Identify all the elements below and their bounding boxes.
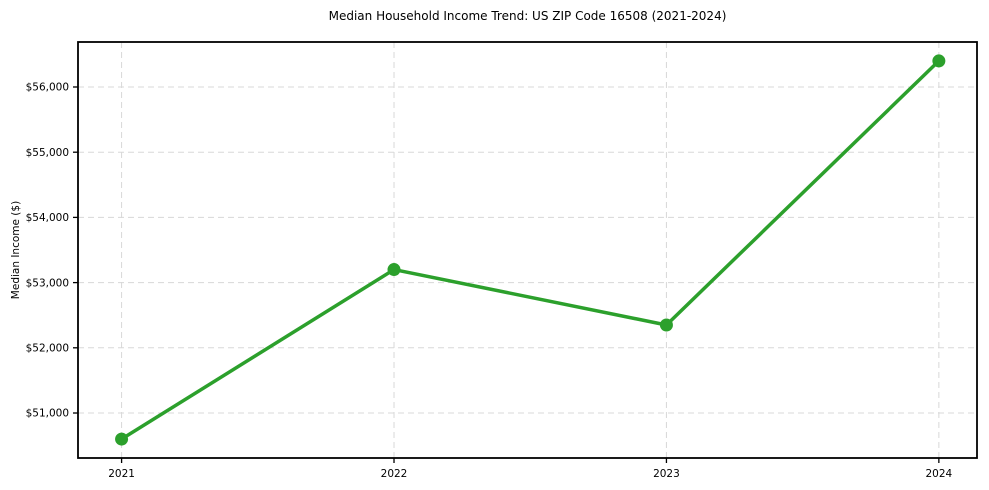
y-tick-label: $55,000 xyxy=(26,147,69,159)
x-tick-label: 2021 xyxy=(108,468,135,480)
data-point-2021 xyxy=(115,432,129,446)
plot-border xyxy=(77,41,978,459)
data-point-2022 xyxy=(387,263,401,277)
y-tick-label: $53,000 xyxy=(26,277,69,289)
chart-title: Median Household Income Trend: US ZIP Co… xyxy=(328,9,727,23)
y-tick-label: $54,000 xyxy=(26,212,69,224)
y-tick-label: $52,000 xyxy=(26,343,69,355)
data-point-2024 xyxy=(932,54,946,68)
x-tick-label: 2024 xyxy=(925,468,952,480)
y-tick-label: $51,000 xyxy=(26,408,69,420)
trend-line xyxy=(119,59,941,441)
x-tick-label: 2023 xyxy=(653,468,680,480)
x-tick-label: 2022 xyxy=(381,468,408,480)
y-tick-label: $56,000 xyxy=(26,82,69,94)
data-point-2023 xyxy=(659,318,673,332)
